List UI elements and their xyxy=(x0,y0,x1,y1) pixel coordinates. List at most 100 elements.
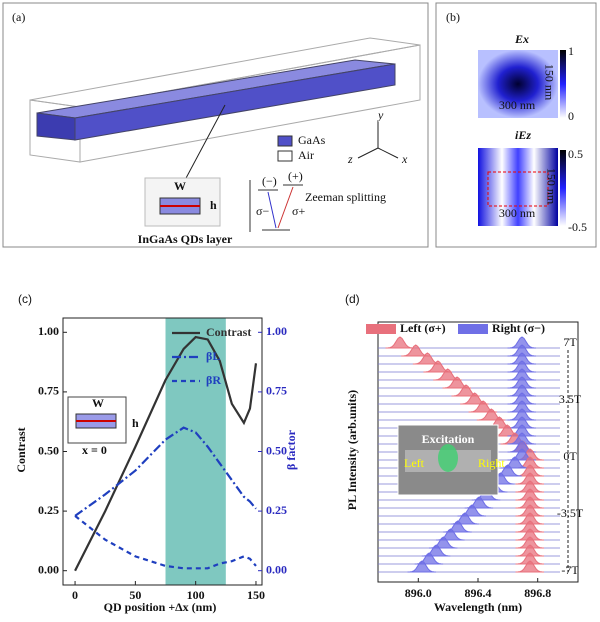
iez-field xyxy=(478,148,558,226)
trace-peak xyxy=(507,352,537,365)
air-box xyxy=(29,37,421,163)
trace-peak xyxy=(507,344,537,357)
pointer-arrow xyxy=(184,104,226,181)
legend-air: Air xyxy=(298,148,314,162)
series-line xyxy=(74,335,258,572)
trace-peak xyxy=(443,520,472,533)
gaas-swatch xyxy=(277,135,293,147)
iez-width: 300 nm xyxy=(499,206,536,220)
x-tick-label: 100 xyxy=(187,588,205,602)
legend-swatch xyxy=(366,324,396,334)
box-side xyxy=(29,99,81,163)
y2-tick-label: 1.00 xyxy=(266,324,287,338)
trace-peak xyxy=(507,336,537,349)
y-axis-title: Contrast xyxy=(14,427,28,472)
y2-axis-title: β factor xyxy=(284,429,298,470)
legend-label: βL xyxy=(206,349,220,363)
legend-swatch xyxy=(458,324,488,334)
field-label: 7T xyxy=(563,335,577,349)
panel-b-frame xyxy=(435,2,597,248)
plots: 0 50 100 1500.000.250.500.751.000.000.250.5… xyxy=(38,317,584,602)
panel-label: (a) xyxy=(12,10,25,24)
axis-z-label: z xyxy=(347,152,353,166)
trace-peak xyxy=(515,496,545,509)
trace-peak xyxy=(464,496,494,509)
axis-x-label: x xyxy=(401,152,408,166)
trace-peak xyxy=(507,384,537,397)
sigma-minus: σ− xyxy=(256,204,269,218)
series-line xyxy=(74,426,257,517)
waveguide-end xyxy=(36,112,76,141)
trace-peak xyxy=(515,504,545,517)
trace-peak xyxy=(507,376,537,389)
trace-peak xyxy=(507,432,537,445)
legend-label: Contrast xyxy=(206,325,251,339)
panel-label: (b) xyxy=(446,10,460,24)
inset-caption: InGaAs QDs layer xyxy=(138,232,233,246)
y-tick-label: 0.25 xyxy=(38,503,59,517)
ex-height: 150 nm xyxy=(542,64,556,101)
x-tick-label: 0 xyxy=(72,588,78,602)
trace-peak xyxy=(407,560,437,573)
iez-cbar-top: 0.5 xyxy=(568,147,583,161)
legend-label: Right (σ−) xyxy=(492,321,545,335)
ex-width: 300 nm xyxy=(499,98,536,112)
field-label: 3.5T xyxy=(559,392,582,406)
transition-plus xyxy=(277,186,294,229)
inset-excitation: Excitation xyxy=(422,432,475,446)
x-tick-label: 150 xyxy=(247,588,265,602)
axis-z xyxy=(357,147,379,159)
trace-peak xyxy=(515,512,545,525)
trace-peak xyxy=(507,424,537,437)
field-label: -7T xyxy=(561,563,579,577)
iez-colorbar xyxy=(560,150,566,226)
inset-caption: x = 0 xyxy=(82,443,107,457)
x-tick-label: 896.0 xyxy=(405,586,432,600)
inset-h: h xyxy=(210,198,217,212)
trace-peak xyxy=(507,360,537,373)
x-tick-label: 896.4 xyxy=(465,586,492,600)
region-box xyxy=(487,171,549,207)
trace-peak xyxy=(385,336,415,349)
trace-peak xyxy=(515,472,545,485)
ex-colorbar xyxy=(560,50,566,118)
iez-height: 150 nm xyxy=(544,168,558,205)
y2-tick-label: 0.50 xyxy=(266,443,287,457)
trace-peak xyxy=(500,456,529,469)
trace-peak xyxy=(515,536,545,549)
trace-peak xyxy=(515,480,545,493)
ex-field xyxy=(478,50,558,118)
zeeman-label: Zeeman splitting xyxy=(305,190,386,204)
excitation-spot xyxy=(438,444,458,472)
trace-peak xyxy=(515,528,545,541)
axis-y-label: y xyxy=(377,108,384,122)
transition-minus xyxy=(267,191,277,229)
y-tick-label: 0.75 xyxy=(38,384,59,398)
trace-peak xyxy=(450,512,479,525)
iez-title: iEz xyxy=(515,128,531,142)
y-tick-label: 0.00 xyxy=(38,562,59,576)
legend-label: βR xyxy=(206,373,221,387)
y-tick-label: 0.50 xyxy=(38,443,59,457)
y-tick-label: 1.00 xyxy=(38,324,59,338)
trace-peak xyxy=(507,392,537,405)
trace-peak xyxy=(421,544,451,557)
inset-h: h xyxy=(132,416,139,430)
y-axis-title: PL Intensity (arb.units) xyxy=(345,390,359,510)
trace-peak xyxy=(515,552,545,565)
sigma-plus: σ+ xyxy=(292,204,305,218)
trace-peak xyxy=(515,544,545,557)
trace-peak xyxy=(414,552,444,565)
y2-tick-label: 0.25 xyxy=(266,503,287,517)
trace-peak xyxy=(428,536,458,549)
trace-peak xyxy=(507,416,537,429)
field-label: -3.5T xyxy=(557,506,584,520)
ex-cbar-top: 1 xyxy=(568,44,574,58)
legend-gaas: GaAs xyxy=(298,133,326,147)
axis-x xyxy=(377,147,399,159)
inset-right: Right xyxy=(478,456,505,470)
iez-cbar-bottom: -0.5 xyxy=(568,220,587,234)
inset-w: W xyxy=(92,396,104,410)
y2-tick-label: 0.00 xyxy=(266,562,287,576)
